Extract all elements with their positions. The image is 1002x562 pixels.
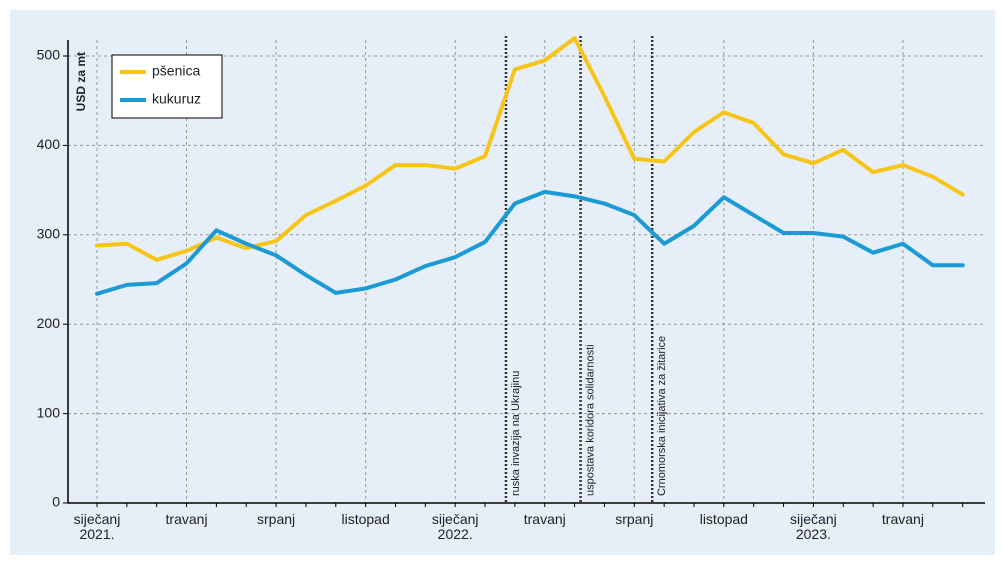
event-label: uspostava koridora solidarnosti xyxy=(584,344,596,496)
y-tick-label: 0 xyxy=(52,494,60,510)
x-tick-label: travanj xyxy=(523,511,566,527)
x-tick-label: siječanj 2023. xyxy=(790,511,837,542)
y-tick-label: 300 xyxy=(37,226,61,242)
x-tick-label: siječanj 2022. xyxy=(431,511,479,542)
event-label: ruska invazija na Ukrajinu xyxy=(510,371,522,496)
event-label: Crnomorska inicijativa za žitarice xyxy=(656,336,668,496)
x-tick-label: srpanj xyxy=(257,511,296,527)
x-tick-label: listopad xyxy=(699,511,748,527)
y-tick-label: 100 xyxy=(37,404,61,420)
series-line xyxy=(95,189,965,296)
legend-label: kukuruz xyxy=(152,91,201,107)
series-line xyxy=(95,36,965,262)
x-tick-label: srpanj xyxy=(615,511,654,527)
x-tick-label: listopad xyxy=(341,511,390,527)
y-tick-label: 200 xyxy=(37,315,61,331)
legend-label: pšenica xyxy=(152,63,200,79)
x-tick-label: travanj xyxy=(165,511,208,527)
y-axis-label: USD za mt xyxy=(74,52,88,111)
x-tick-label: travanj xyxy=(881,511,924,527)
legend-box xyxy=(111,54,223,119)
x-tick-label: siječanj 2021. xyxy=(73,511,121,542)
y-tick-label: 400 xyxy=(37,136,61,152)
y-tick-label: 500 xyxy=(37,47,61,63)
